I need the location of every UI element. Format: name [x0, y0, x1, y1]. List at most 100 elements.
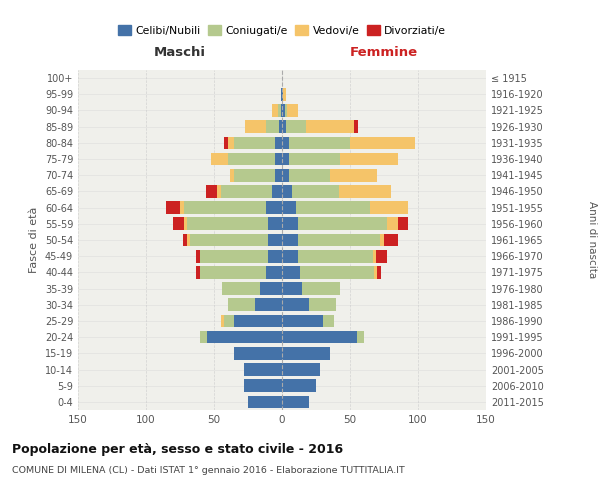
Bar [187, 234, 190, 246]
Bar [224, 314, 235, 328]
Bar [298, 234, 380, 246]
Bar [377, 266, 381, 278]
Bar [289, 136, 350, 149]
Bar [350, 136, 415, 149]
Bar [282, 169, 289, 181]
Bar [282, 234, 298, 246]
Bar [302, 282, 340, 295]
Bar [286, 120, 307, 133]
Bar [260, 282, 282, 295]
Bar [200, 331, 207, 344]
Bar [285, 104, 287, 117]
Bar [278, 104, 281, 117]
Text: Anni di nascita: Anni di nascita [587, 202, 597, 278]
Bar [282, 218, 298, 230]
Bar [268, 234, 282, 246]
Bar [307, 120, 354, 133]
Bar [217, 185, 221, 198]
Bar [282, 314, 323, 328]
Bar [380, 234, 384, 246]
Bar [309, 298, 337, 311]
Bar [289, 152, 340, 166]
Bar [298, 250, 373, 262]
Bar [221, 314, 224, 328]
Bar [282, 396, 309, 408]
Bar [298, 218, 387, 230]
Bar [323, 314, 334, 328]
Bar [299, 266, 374, 278]
Legend: Celibi/Nubili, Coniugati/e, Vedovi/e, Divorziati/e: Celibi/Nubili, Coniugati/e, Vedovi/e, Di… [113, 21, 451, 40]
Bar [184, 218, 187, 230]
Bar [275, 136, 282, 149]
Bar [222, 282, 260, 295]
Bar [384, 234, 398, 246]
Bar [227, 136, 235, 149]
Bar [255, 298, 282, 311]
Bar [211, 152, 227, 166]
Bar [354, 120, 358, 133]
Bar [200, 266, 266, 278]
Bar [373, 250, 376, 262]
Bar [376, 250, 387, 262]
Text: Popolazione per età, sesso e stato civile - 2016: Popolazione per età, sesso e stato civil… [12, 442, 343, 456]
Bar [370, 202, 409, 214]
Bar [282, 282, 302, 295]
Bar [340, 152, 398, 166]
Bar [282, 120, 286, 133]
Bar [248, 396, 282, 408]
Bar [272, 104, 278, 117]
Bar [224, 136, 227, 149]
Bar [296, 202, 370, 214]
Bar [282, 202, 296, 214]
Bar [275, 152, 282, 166]
Bar [166, 202, 180, 214]
Bar [374, 266, 377, 278]
Bar [387, 218, 398, 230]
Bar [235, 347, 282, 360]
Bar [282, 347, 329, 360]
Bar [282, 380, 316, 392]
Bar [196, 250, 200, 262]
Bar [245, 120, 266, 133]
Bar [183, 234, 187, 246]
Bar [235, 136, 275, 149]
Bar [282, 136, 289, 149]
Text: COMUNE DI MILENA (CL) - Dati ISTAT 1° gennaio 2016 - Elaborazione TUTTITALIA.IT: COMUNE DI MILENA (CL) - Dati ISTAT 1° ge… [12, 466, 405, 475]
Y-axis label: Fasce di età: Fasce di età [29, 207, 39, 273]
Bar [287, 104, 298, 117]
Bar [282, 331, 357, 344]
Bar [282, 266, 299, 278]
Bar [190, 234, 268, 246]
Bar [244, 380, 282, 392]
Bar [184, 202, 266, 214]
Bar [266, 266, 282, 278]
Bar [292, 185, 339, 198]
Bar [227, 152, 275, 166]
Bar [357, 331, 364, 344]
Bar [173, 218, 184, 230]
Bar [266, 202, 282, 214]
Bar [282, 298, 309, 311]
Bar [221, 185, 272, 198]
Bar [339, 185, 391, 198]
Bar [230, 169, 235, 181]
Bar [207, 331, 282, 344]
Text: Femmine: Femmine [350, 46, 418, 59]
Bar [275, 169, 282, 181]
Bar [244, 363, 282, 376]
Bar [282, 152, 289, 166]
Bar [282, 250, 298, 262]
Bar [279, 120, 282, 133]
Bar [282, 363, 320, 376]
Bar [398, 218, 409, 230]
Bar [235, 314, 282, 328]
Bar [281, 104, 282, 117]
Bar [187, 218, 268, 230]
Bar [272, 185, 282, 198]
Bar [227, 298, 255, 311]
Bar [282, 88, 283, 101]
Bar [266, 120, 279, 133]
Bar [329, 169, 377, 181]
Bar [268, 250, 282, 262]
Bar [200, 250, 268, 262]
